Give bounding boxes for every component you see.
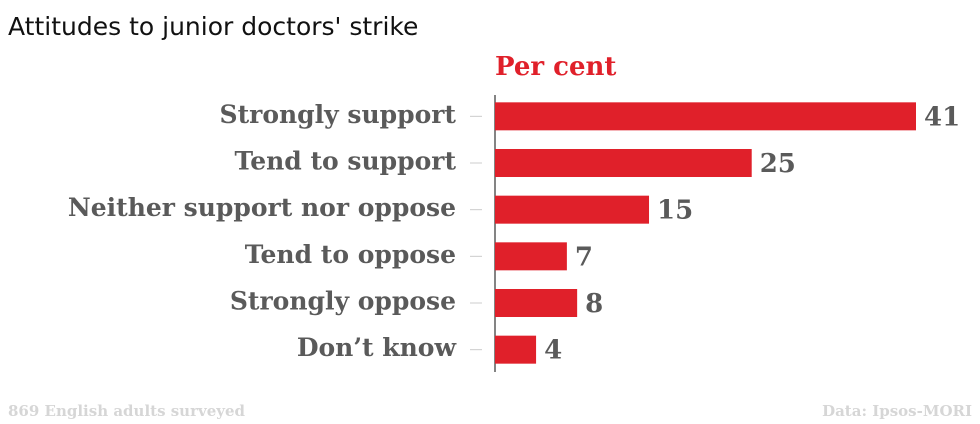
bar bbox=[495, 149, 752, 177]
bar bbox=[495, 102, 916, 131]
value-label: 8 bbox=[585, 289, 603, 319]
y-tick-label: Strongly oppose bbox=[230, 287, 456, 316]
y-tick-label: Neither support nor oppose bbox=[68, 193, 456, 222]
axis-label: Per cent bbox=[495, 52, 616, 82]
y-tick-label: Tend to support bbox=[234, 147, 456, 176]
value-label: 7 bbox=[575, 242, 593, 272]
value-label: 15 bbox=[657, 196, 693, 226]
value-label: 25 bbox=[760, 149, 796, 179]
y-tick-label: Strongly support bbox=[220, 100, 457, 129]
value-label: 41 bbox=[924, 102, 960, 132]
value-label: 4 bbox=[544, 336, 562, 366]
y-tick-label: Don’t know bbox=[297, 333, 458, 362]
bar bbox=[495, 289, 578, 317]
bar bbox=[495, 195, 650, 224]
chart-title: Attitudes to junior doctors' strike bbox=[8, 12, 418, 41]
bar bbox=[495, 335, 537, 364]
note: 869 English adults surveyed bbox=[8, 402, 246, 420]
bar bbox=[495, 242, 567, 271]
source: Data: Ipsos-MORI bbox=[822, 402, 972, 420]
y-tick-label: Tend to oppose bbox=[245, 240, 456, 269]
